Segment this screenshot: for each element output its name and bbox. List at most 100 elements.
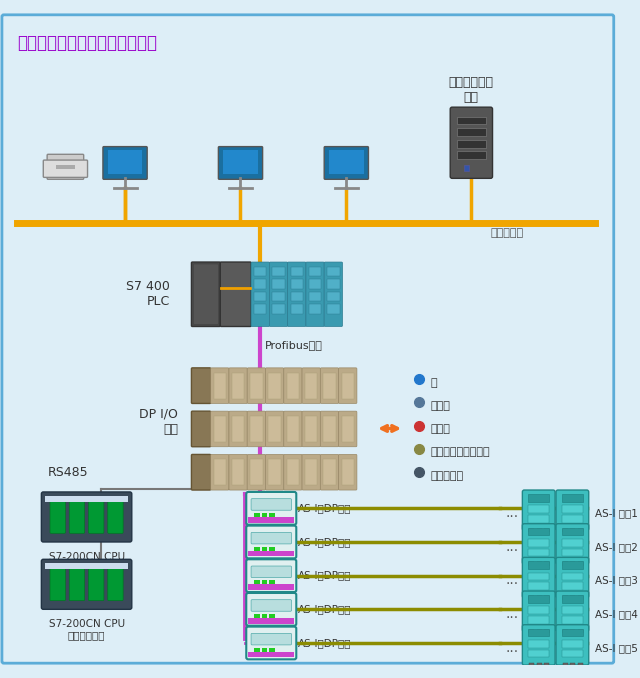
- FancyBboxPatch shape: [191, 411, 211, 447]
- FancyBboxPatch shape: [522, 523, 555, 564]
- Bar: [250, 416, 262, 442]
- Bar: [291, 267, 303, 277]
- FancyBboxPatch shape: [251, 566, 291, 578]
- Bar: [545, 562, 549, 566]
- FancyBboxPatch shape: [211, 454, 229, 490]
- FancyBboxPatch shape: [246, 492, 296, 525]
- Bar: [254, 647, 260, 653]
- Bar: [232, 373, 244, 399]
- FancyBboxPatch shape: [522, 490, 555, 530]
- Bar: [537, 562, 541, 566]
- FancyBboxPatch shape: [522, 591, 555, 631]
- Bar: [528, 582, 549, 590]
- FancyBboxPatch shape: [88, 568, 104, 601]
- Bar: [342, 459, 354, 485]
- Bar: [272, 304, 285, 314]
- Bar: [528, 573, 549, 580]
- Bar: [248, 618, 294, 624]
- Bar: [268, 416, 281, 442]
- Bar: [323, 459, 336, 485]
- Bar: [562, 606, 583, 614]
- Bar: [562, 640, 583, 647]
- Bar: [291, 292, 303, 302]
- Bar: [463, 165, 470, 171]
- Text: ...: ...: [505, 641, 518, 655]
- FancyBboxPatch shape: [339, 411, 357, 447]
- Bar: [254, 304, 266, 314]
- FancyBboxPatch shape: [69, 568, 84, 601]
- FancyBboxPatch shape: [229, 454, 247, 490]
- Bar: [254, 546, 260, 552]
- Text: AS-I 总线5: AS-I 总线5: [595, 643, 637, 653]
- Text: RS485: RS485: [48, 466, 89, 479]
- Text: S7-200CN CPU: S7-200CN CPU: [49, 619, 125, 629]
- Bar: [287, 373, 299, 399]
- Bar: [248, 517, 294, 523]
- Bar: [528, 595, 549, 603]
- Bar: [287, 459, 299, 485]
- Bar: [56, 165, 75, 169]
- FancyBboxPatch shape: [284, 368, 302, 403]
- FancyBboxPatch shape: [88, 500, 104, 534]
- Bar: [562, 616, 583, 624]
- Bar: [537, 596, 541, 600]
- Bar: [323, 373, 336, 399]
- FancyBboxPatch shape: [324, 262, 342, 327]
- Bar: [250, 459, 262, 485]
- Bar: [214, 459, 226, 485]
- Bar: [537, 663, 541, 667]
- Bar: [45, 563, 128, 569]
- Bar: [528, 640, 549, 647]
- Bar: [578, 663, 583, 667]
- Bar: [528, 539, 549, 546]
- Bar: [563, 562, 568, 566]
- Bar: [562, 561, 583, 569]
- Bar: [457, 151, 486, 159]
- FancyBboxPatch shape: [218, 146, 262, 179]
- Bar: [108, 151, 142, 174]
- Bar: [269, 647, 275, 653]
- FancyBboxPatch shape: [284, 411, 302, 447]
- Text: AS-I转DP网关: AS-I转DP网关: [298, 537, 352, 547]
- Bar: [528, 505, 549, 513]
- Bar: [232, 416, 244, 442]
- Bar: [329, 151, 364, 174]
- Text: AS-I转DP网关: AS-I转DP网关: [298, 571, 352, 580]
- Bar: [327, 304, 340, 314]
- FancyBboxPatch shape: [246, 559, 296, 592]
- Bar: [528, 561, 549, 569]
- Text: 服务器兼工程
师站: 服务器兼工程 师站: [449, 77, 494, 104]
- FancyBboxPatch shape: [556, 591, 589, 631]
- FancyBboxPatch shape: [246, 593, 296, 626]
- FancyBboxPatch shape: [2, 15, 614, 663]
- FancyBboxPatch shape: [556, 557, 589, 598]
- Bar: [214, 373, 226, 399]
- Text: 气动阀: 气动阀: [431, 424, 451, 435]
- Text: ...: ...: [505, 540, 518, 554]
- Bar: [305, 416, 317, 442]
- Text: AS-I转DP网关: AS-I转DP网关: [298, 503, 352, 513]
- Bar: [250, 373, 262, 399]
- Bar: [578, 629, 583, 633]
- FancyBboxPatch shape: [247, 454, 266, 490]
- FancyBboxPatch shape: [108, 500, 123, 534]
- Bar: [528, 616, 549, 624]
- Text: 某某项目自动控制系统解决方案: 某某项目自动控制系统解决方案: [17, 34, 157, 52]
- Bar: [578, 596, 583, 600]
- Bar: [528, 650, 549, 658]
- FancyBboxPatch shape: [266, 368, 284, 403]
- Bar: [562, 527, 583, 535]
- Bar: [570, 663, 575, 667]
- Text: AS-I 总线4: AS-I 总线4: [595, 609, 637, 619]
- Bar: [562, 595, 583, 603]
- FancyBboxPatch shape: [211, 411, 229, 447]
- FancyBboxPatch shape: [229, 368, 247, 403]
- FancyBboxPatch shape: [193, 264, 218, 325]
- Bar: [570, 596, 575, 600]
- Bar: [528, 515, 549, 523]
- FancyBboxPatch shape: [266, 411, 284, 447]
- Bar: [562, 650, 583, 658]
- Text: AS-I 总线3: AS-I 总线3: [595, 576, 637, 586]
- FancyBboxPatch shape: [556, 624, 589, 665]
- Bar: [529, 596, 534, 600]
